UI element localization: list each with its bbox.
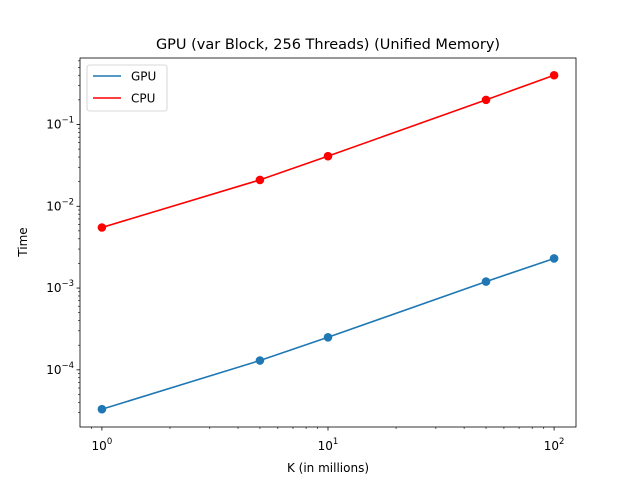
y-tick-exponent: −3 [61, 279, 74, 289]
data-point-cpu [97, 223, 107, 232]
x-tick-exponent: 1 [333, 437, 338, 447]
y-tick-label: 10−1 [46, 115, 74, 131]
x-axis-label: K (in millions) [287, 461, 369, 475]
data-point-gpu [97, 404, 107, 414]
x-tick-label: 101 [318, 437, 339, 453]
y-tick-label: 10−2 [46, 197, 74, 213]
x-tick-label: 102 [544, 437, 565, 453]
x-tick-label: 100 [92, 437, 113, 453]
data-point-gpu [549, 254, 559, 263]
x-tick-exponent: 0 [107, 437, 112, 447]
y-tick-label: 10−3 [46, 279, 74, 295]
data-point-cpu [481, 95, 491, 105]
data-point-gpu [255, 356, 265, 365]
axes-frame [79, 57, 577, 428]
data-point-cpu [323, 151, 333, 161]
legend-label-gpu: GPU [131, 70, 156, 84]
legend-label-cpu: CPU [131, 92, 155, 106]
y-tick-exponent: −2 [61, 197, 74, 207]
data-point-gpu [323, 332, 333, 342]
x-tick-exponent: 2 [559, 437, 564, 447]
data-point-cpu [255, 175, 265, 185]
y-axis-label: Time [16, 227, 30, 257]
data-point-cpu [549, 70, 559, 80]
legend: GPU CPU [86, 64, 168, 112]
y-tick-exponent: −1 [61, 115, 74, 125]
y-tick-label: 10−4 [46, 361, 74, 377]
data-point-gpu [481, 277, 491, 286]
y-tick-exponent: −4 [61, 361, 74, 371]
chart-title: GPU (var Block, 256 Threads) (Unified Me… [156, 37, 500, 53]
